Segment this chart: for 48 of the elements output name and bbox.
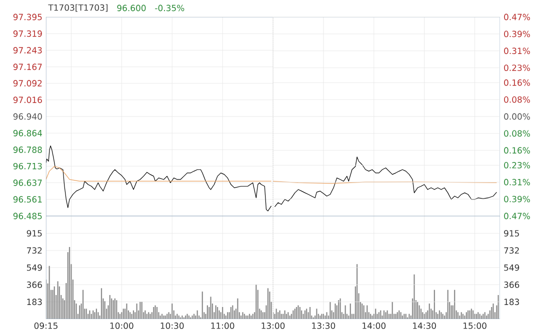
y2-tick-label: 366 (504, 282, 520, 288)
x-tick-label: 14:00 (362, 322, 386, 329)
y2-tick-label: 0.47% (504, 14, 530, 20)
x-tick-label: 15:00 (464, 322, 486, 329)
y-tick-label: 96.713 (13, 162, 42, 170)
x-tick-label: 14:30 (413, 322, 436, 329)
y-tick-label: 915 (26, 230, 42, 237)
y-tick-label: 183 (27, 298, 42, 306)
y-tick-label: 97.016 (13, 96, 42, 104)
y-tick-label: 96.561 (13, 196, 42, 203)
y-tick-label: 97.243 (13, 47, 42, 54)
y2-tick-label: 0.16% (504, 79, 530, 86)
x-tick-label: 09:15 (34, 322, 58, 329)
y-tick-label: 96.637 (13, 180, 42, 186)
y-tick-label: 96.864 (13, 130, 42, 136)
y-tick-label: 549 (26, 264, 42, 271)
y2-tick-label: 183 (504, 298, 519, 306)
x-tick-label: 10:30 (160, 322, 184, 329)
y-tick-label: 96.485 (13, 212, 42, 220)
y-tick-label: 97.167 (13, 64, 42, 70)
y2-tick-label: 0.16% (504, 147, 530, 154)
x-tick-label: 11:00 (211, 322, 234, 329)
y-tick-label: 97.092 (13, 80, 42, 86)
y-tick-label: 366 (26, 282, 42, 288)
y2-tick-label: 0.08% (504, 96, 530, 103)
x-tick-label: 10:00 (110, 322, 134, 329)
y2-tick-label: 0.39% (504, 30, 530, 38)
y2-tick-label: 0.08% (504, 130, 530, 137)
y2-tick-label: 0.39% (504, 196, 530, 202)
y2-tick-label: 0.47% (504, 212, 530, 220)
y-tick-label: 97.395 (13, 14, 42, 20)
y2-tick-label: 0.00% (504, 113, 530, 120)
x-tick-label: 13:30 (312, 322, 336, 329)
y2-tick-label: 732 (504, 247, 519, 254)
x-tick-label: 13:00 (262, 322, 285, 329)
text: -0.35% (155, 4, 184, 12)
text: 96.600 (117, 4, 146, 12)
y-tick-label: 96.940 (13, 113, 42, 120)
chart-title: T1703[T1703] (48, 4, 108, 12)
y2-tick-label: 0.23% (504, 162, 530, 168)
y2-tick-label: 0.23% (504, 64, 530, 72)
y-tick-label: 97.319 (13, 30, 42, 37)
y2-tick-label: 915 (504, 230, 519, 237)
y2-tick-label: 549 (504, 264, 520, 271)
y-tick-label: 732 (27, 247, 42, 254)
y2-tick-label: 0.31% (504, 48, 530, 54)
y2-tick-label: 0.31% (504, 178, 530, 186)
y-tick-label: 96.788 (13, 146, 42, 153)
